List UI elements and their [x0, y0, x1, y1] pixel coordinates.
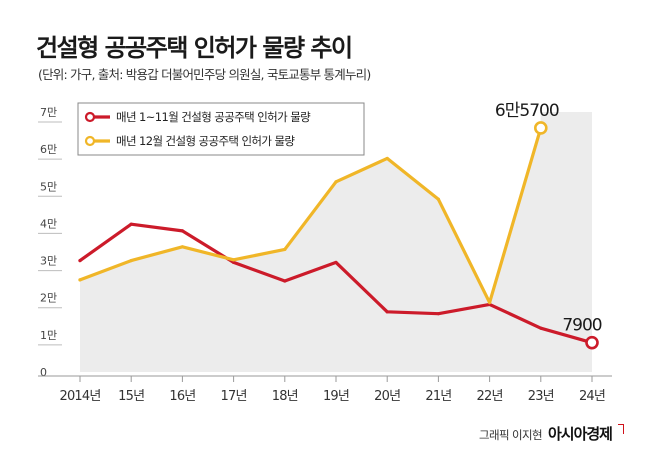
- y-tick-label: 5만: [40, 180, 57, 193]
- x-tick-label: 22년: [477, 389, 503, 404]
- y-tick-label: 2만: [40, 292, 57, 305]
- legend-label-1: 매년 1~11월 건설형 공공주택 인허가 물량: [116, 110, 311, 124]
- series-2-point: [283, 247, 287, 252]
- brand-logo: 아시아경제: [547, 425, 613, 443]
- chart-title: 건설형 공공주택 인허가 물량 추이: [36, 34, 353, 62]
- series-2-point: [180, 245, 184, 249]
- series-1-point: [232, 260, 236, 265]
- series-1-point: [385, 310, 389, 314]
- chart-subtitle: (단위: 가구, 출처: 박용갑 더불어민주당 의원실, 국토교통부 통계누리): [38, 67, 371, 82]
- y-tick-label: 6만: [40, 143, 57, 156]
- area-right-fill: [540, 112, 592, 372]
- x-tick-label: 21년: [425, 389, 451, 404]
- series-2-end-label: 6만5700: [495, 101, 559, 121]
- x-tick-label: 18년: [272, 389, 298, 404]
- series-2-point: [78, 278, 82, 282]
- series-1-point: [180, 229, 184, 233]
- x-tick-label: 15년: [118, 389, 144, 404]
- y-tick-label: 0: [40, 366, 47, 379]
- series-2-point: [232, 258, 236, 262]
- x-tick-label: 20년: [374, 389, 400, 404]
- series-1-point: [436, 312, 440, 316]
- series-1-end-label: 7900: [562, 316, 601, 336]
- credit: 그래픽 이지현 아시아경제: [479, 423, 624, 444]
- legend-swatch-marker-1: [84, 111, 96, 123]
- series-2-point: [334, 180, 338, 184]
- series-1-point: [78, 258, 82, 263]
- y-tick-label: 4만: [40, 217, 57, 230]
- x-tick-label: 19년: [323, 389, 349, 404]
- legend-box: [77, 102, 365, 156]
- brand-mark-icon: [618, 424, 624, 434]
- y-tick-label: 3만: [40, 255, 57, 268]
- series-1-point: [334, 260, 338, 265]
- x-tick-label: 2014년: [59, 389, 100, 404]
- y-tick-label: 7만: [40, 106, 57, 119]
- x-tick-label: 17년: [221, 389, 247, 404]
- graphic-author: 그래픽 이지현: [479, 428, 543, 442]
- series-1-end-marker: [585, 335, 599, 350]
- legend-label-2: 매년 12월 건설형 공공주택 인허가 물량: [116, 134, 295, 148]
- y-tick-label: 1만: [40, 329, 57, 342]
- x-tick-label: 16년: [169, 389, 195, 404]
- x-tick-label: 24년: [579, 389, 605, 404]
- series-1-point: [539, 326, 543, 330]
- series-2-point: [385, 156, 389, 161]
- series-2-point: [488, 300, 492, 305]
- series-line-2: [78, 126, 543, 305]
- series-1-point: [129, 222, 133, 226]
- x-tick-label: 23년: [528, 389, 554, 404]
- series-2-point: [129, 258, 133, 263]
- series-2-end-marker: [533, 121, 548, 135]
- legend-swatch-marker-2: [84, 135, 96, 147]
- area-mask: [80, 112, 541, 303]
- series-1-point: [283, 279, 287, 283]
- series-2-point: [436, 197, 440, 201]
